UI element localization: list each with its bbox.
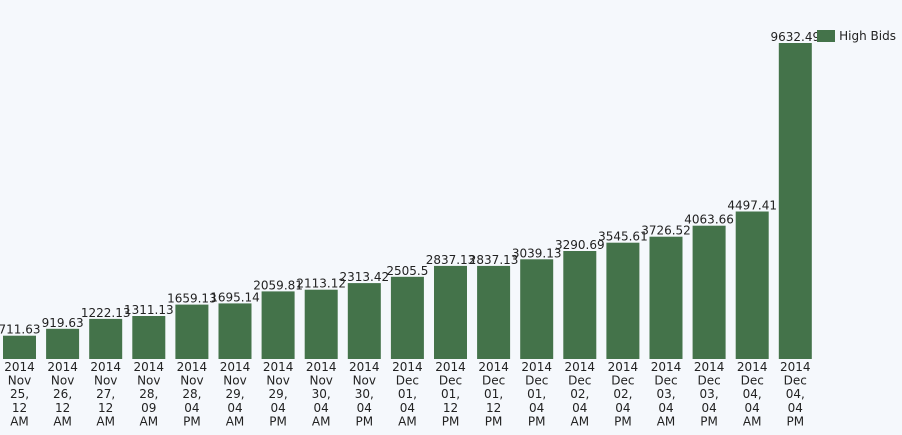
bar — [778, 43, 812, 359]
x-tick-label: 2014 Dec 01, 04 AM — [392, 360, 423, 428]
x-tick-label: 2014 Nov 29, 04 PM — [263, 360, 294, 428]
bar — [46, 328, 80, 359]
data-label: 2059.81 — [253, 278, 303, 292]
x-tick-label: 2014 Dec 01, 12 PM — [478, 360, 509, 428]
x-tick-label: 2014 Nov 29, 04 AM — [220, 360, 251, 428]
x-tick-label: 2014 Dec 01, 04 PM — [521, 360, 552, 428]
x-tick-label: 2014 Dec 04, 04 AM — [737, 360, 768, 428]
data-label: 4063.66 — [684, 213, 734, 227]
x-tick-label: 2014 Dec 01, 12 PM — [435, 360, 466, 428]
bar — [175, 304, 209, 359]
x-tick-label: 2014 Dec 03, 04 PM — [694, 360, 725, 428]
x-tick-label: 2014 Nov 28, 04 PM — [177, 360, 208, 428]
bar — [89, 318, 123, 359]
bar — [477, 265, 511, 359]
x-tick-label: 2014 Nov 26, 12 AM — [47, 360, 78, 428]
data-label: 3039.13 — [512, 246, 562, 260]
data-label: 1222.13 — [81, 306, 131, 320]
bar — [606, 242, 640, 359]
bar — [304, 289, 338, 359]
data-label: 2837.13 — [426, 253, 476, 267]
bar — [347, 283, 381, 359]
x-tick-label: 2014 Nov 28, 09 AM — [134, 360, 165, 428]
data-label: 4497.41 — [727, 199, 777, 213]
legend-label: High Bids — [839, 29, 896, 43]
data-label: 711.63 — [0, 323, 41, 337]
data-label: 919.63 — [42, 316, 84, 330]
data-label: 2113.12 — [296, 277, 346, 291]
legend-swatch — [817, 30, 836, 42]
legend: High Bids — [817, 29, 896, 43]
x-tick-label: 2014 Dec 02, 04 AM — [565, 360, 596, 428]
data-label: 3545.61 — [598, 230, 648, 244]
bar — [520, 259, 554, 359]
bar — [261, 291, 295, 359]
data-label: 1311.13 — [124, 303, 174, 317]
data-label: 2505.5 — [386, 264, 428, 278]
x-tick-label: 2014 Nov 27, 12 AM — [90, 360, 121, 428]
data-label: 1695.14 — [210, 290, 260, 304]
bar — [649, 236, 683, 359]
x-tick-label: 2014 Nov 25, 12 AM — [4, 360, 35, 428]
data-label: 3290.69 — [555, 238, 605, 252]
bar — [390, 276, 424, 359]
bar — [563, 251, 597, 359]
data-label: 2313.42 — [339, 270, 389, 284]
data-label: 9632.49 — [770, 30, 820, 44]
bar — [3, 335, 36, 359]
bar — [218, 303, 252, 359]
bar — [692, 225, 726, 359]
x-tick-label: 2014 Dec 04, 04 PM — [780, 360, 811, 428]
bar — [735, 211, 769, 359]
data-label: 2837.13 — [469, 253, 519, 267]
data-label: 3726.52 — [641, 224, 691, 238]
bar — [434, 265, 467, 359]
x-tick-label: 2014 Dec 03, 04 AM — [651, 360, 682, 428]
bar — [132, 316, 166, 359]
x-tick-label: 2014 Dec 02, 04 PM — [608, 360, 639, 428]
data-label: 1659.13 — [167, 292, 217, 306]
x-tick-label: 2014 Nov 30, 04 AM — [306, 360, 337, 428]
x-tick-label: 2014 Nov 30, 04 PM — [349, 360, 380, 428]
